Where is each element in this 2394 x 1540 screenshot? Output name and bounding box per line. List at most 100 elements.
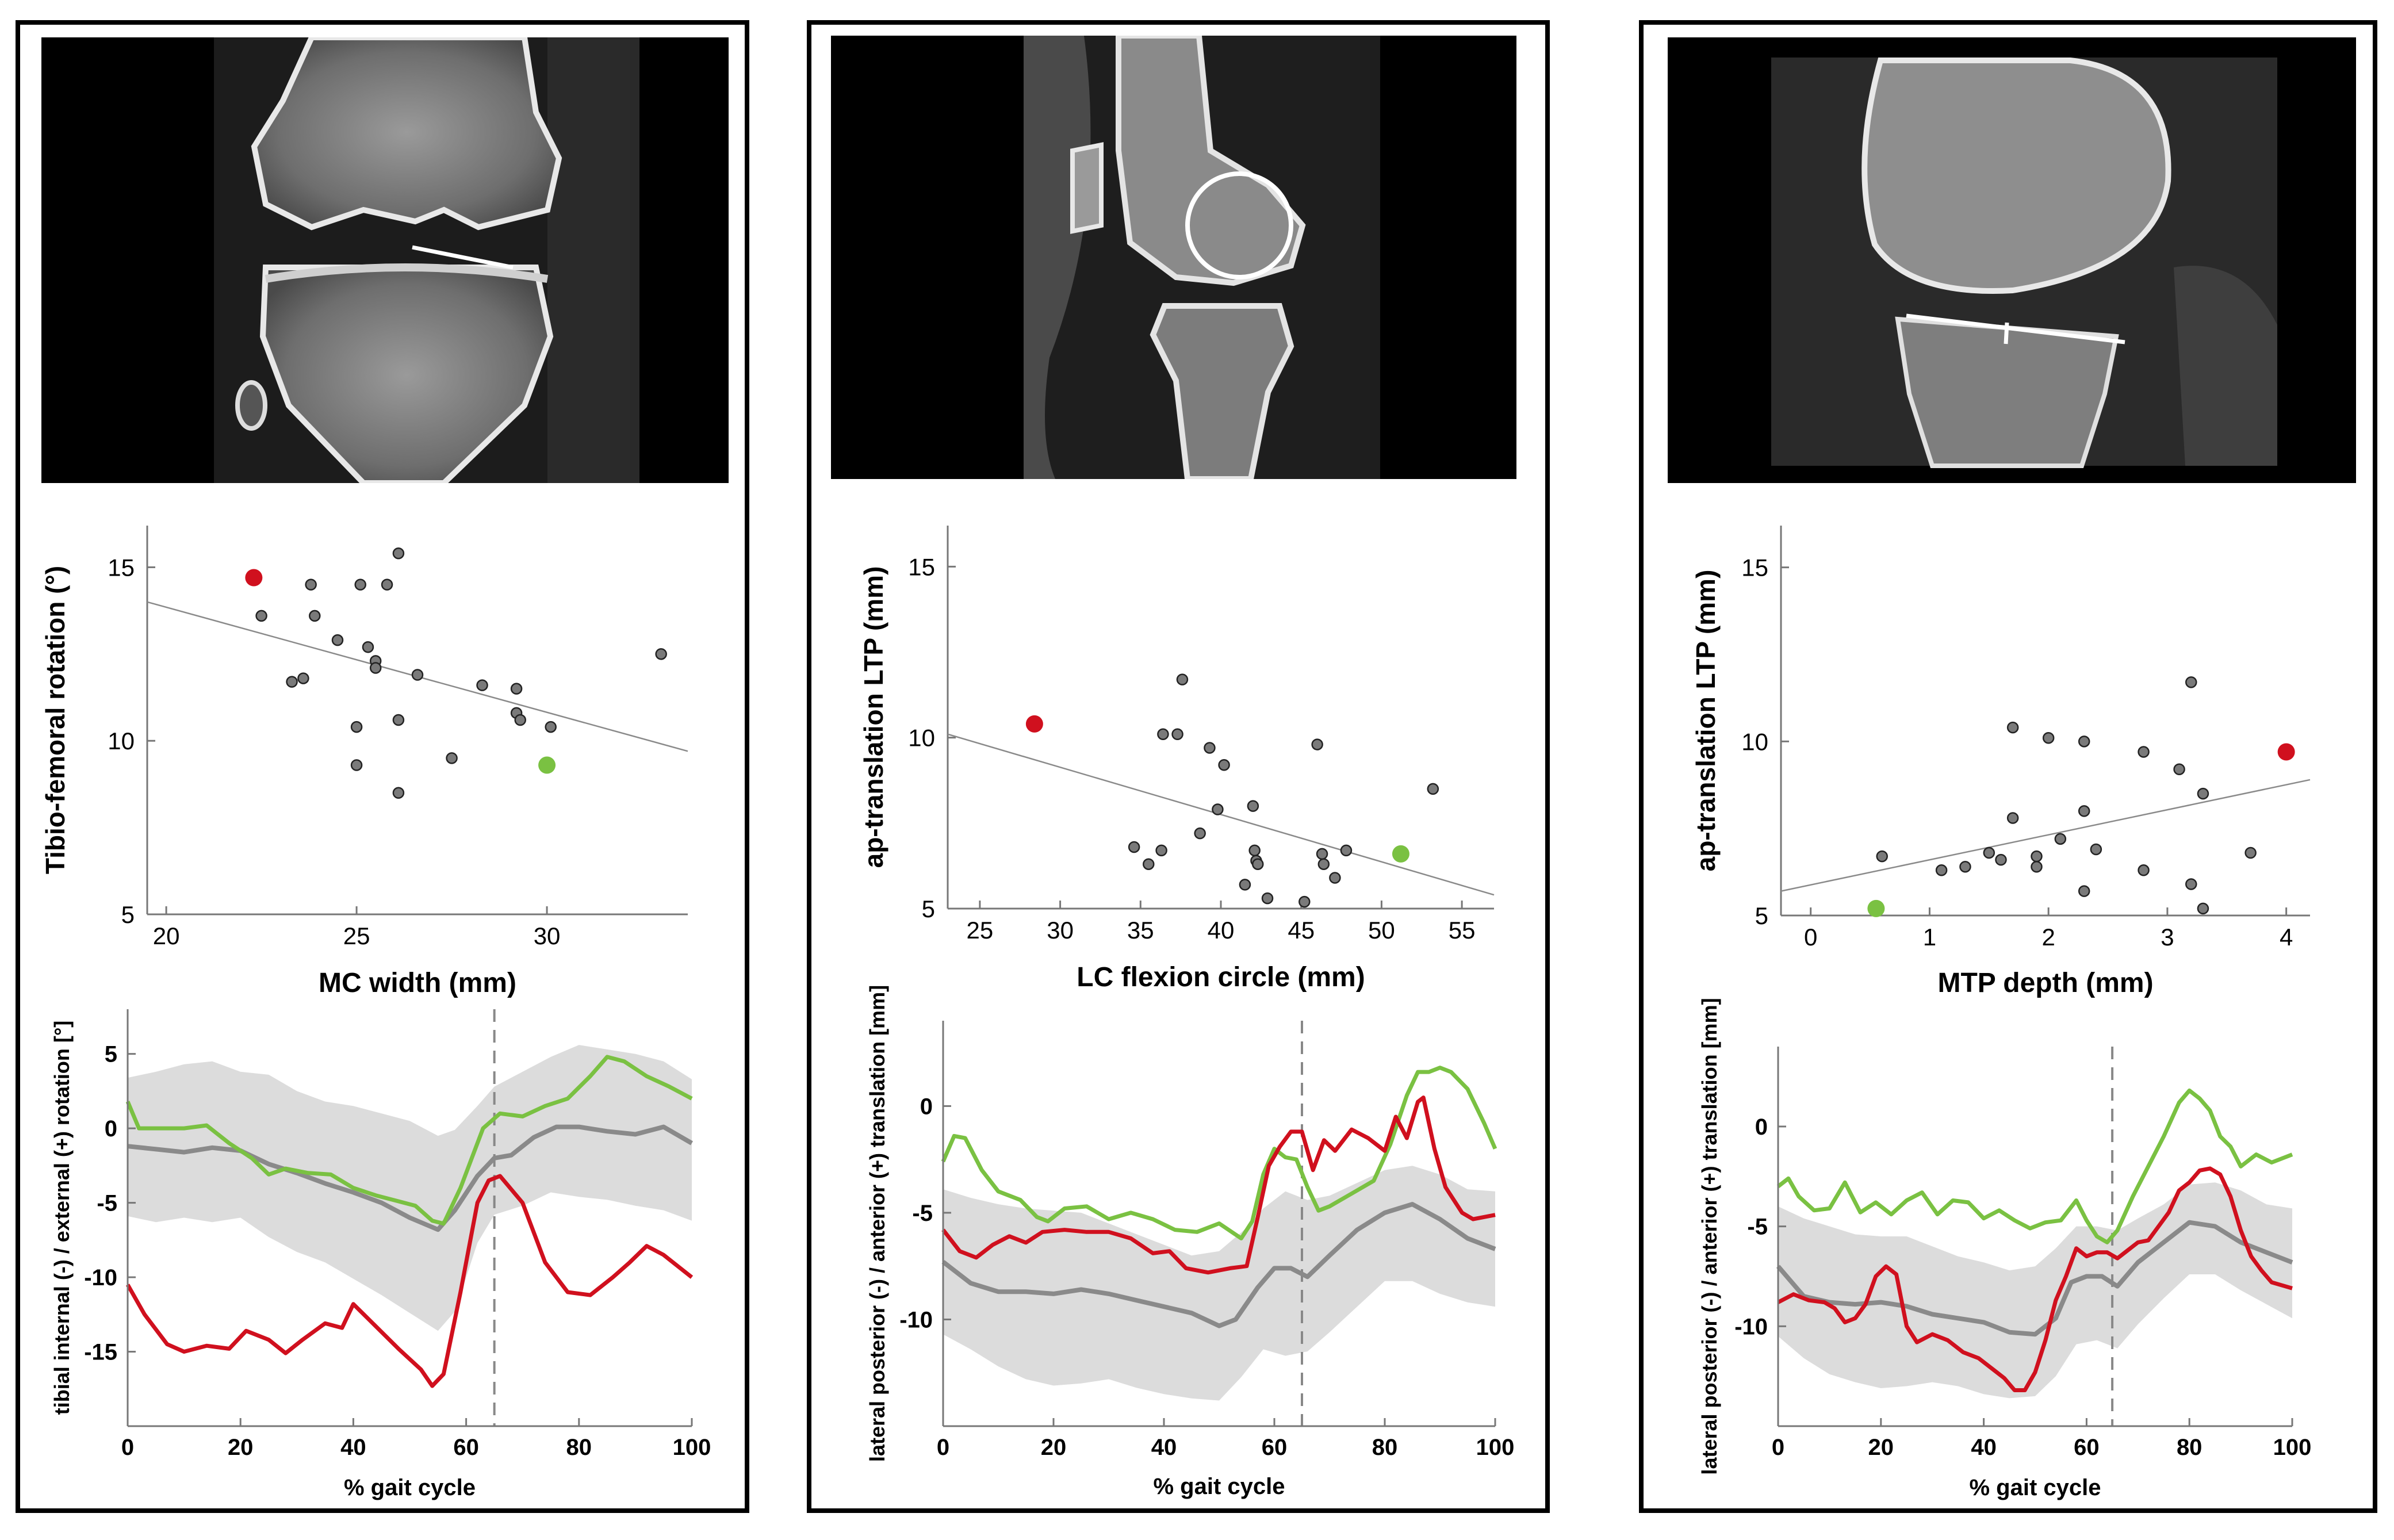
scatter-point [655,648,667,660]
scatter-x-tick-label: 3 [2161,924,2174,951]
gait-y-tick-label: -10 [1734,1314,1768,1339]
gait-x-label: % gait cycle [1153,1474,1285,1499]
scatter-point [1248,844,1261,857]
gait-x-tick-label: 40 [1151,1435,1177,1460]
scatter-point-red [2277,743,2295,761]
scatter-point [2197,787,2209,800]
scatter-x-tick-label: 40 [1208,917,1235,944]
gait-x-tick-label: 80 [1372,1435,1398,1460]
gait-y-tick-label: -5 [912,1201,933,1226]
scatter-y-tick-label: 15 [908,553,935,580]
scatter-x-label: MTP depth (mm) [1937,968,2153,998]
scatter-point [1298,895,1311,908]
gait-sd-band [943,1166,1495,1401]
gait-red-line [941,1095,1496,1275]
scatter-point [2054,833,2067,845]
gait-x-tick-label: 100 [673,1435,711,1460]
scatter-point [2031,850,2043,863]
scatter-x-label: MC width (mm) [319,968,516,998]
scatter-point-red [245,569,263,587]
scatter-point [286,676,298,688]
scatter-point [1427,783,1439,795]
scatter-point [350,759,363,771]
scatter-point [369,662,382,674]
scatter-point [2173,763,2185,775]
gait-x-tick-label: 40 [1971,1435,1997,1460]
scatter-x-tick-label: 2 [2041,924,2055,951]
scatter-point [1876,850,1888,863]
scatter-point [354,579,366,591]
gait-x-tick-label: 60 [2074,1435,2100,1460]
scatter-point [1239,879,1251,891]
mc-width-line [412,245,514,270]
gait-x-label: % gait cycle [1969,1475,2101,1500]
scatter-point [1340,844,1353,857]
scatter-point [392,714,405,726]
scatter-point [255,610,267,622]
scatter-point [2042,732,2055,744]
scatter-point [1171,728,1183,740]
scatter-point [2006,812,2019,824]
scatter-point [381,579,393,591]
scatter-y-tick-label: 15 [108,554,135,581]
scatter-x-label: LC flexion circle (mm) [1077,962,1365,993]
scatter-point [1128,841,1140,853]
scatter-point [2006,721,2019,734]
scatter-x-tick-label: 50 [1368,917,1395,944]
scatter-point [2078,885,2090,897]
gait-x-tick-label: 60 [1262,1435,1288,1460]
scatter-point-red [1025,715,1043,733]
scatter-x-tick-label: 0 [1804,924,1817,951]
scatter-point [1204,742,1216,754]
scatter-point [2197,902,2209,915]
scatter-y-label: ap-translation LTP (mm) [859,566,888,868]
scatter-y-tick-label: 10 [108,727,135,754]
scatter-point-green [1867,899,1885,917]
scatter-point [1317,858,1330,870]
scatter-point [1316,848,1328,860]
gait-y-tick-label: -5 [1747,1215,1768,1240]
scatter-y-tick-label: 15 [1741,554,1768,581]
ct-image-sagittal-lc [831,36,1516,479]
gait-x-tick-label: 20 [1041,1435,1067,1460]
scatter-y-label: Tibio-femoral rotation (°) [40,566,70,874]
scatter-point [476,679,488,691]
gait-y-tick-label: -15 [84,1340,117,1365]
lc-flexion-circle [1185,171,1293,279]
gait-y-label: lateral posterior (-) / anterior (+) tra… [1698,998,1721,1474]
scatter-point [514,714,526,726]
gait-x-tick-label: 0 [121,1435,134,1460]
mtp-depth-line [1906,313,2125,344]
gait-x-tick-label: 20 [1868,1435,1894,1460]
gait-y-tick-label: 5 [105,1042,117,1067]
gait-x-tick-label: 100 [1476,1435,1515,1460]
scatter-point [2138,864,2150,876]
scatter-x-tick-label: 55 [1449,917,1476,944]
gait-red-line [125,1174,694,1388]
scatter-y-tick-label: 10 [1741,728,1768,755]
gait-y-tick-label: 0 [105,1116,117,1141]
scatter-point [1176,673,1189,685]
scatter-point [392,787,405,799]
scatter-point [2078,805,2090,817]
scatter-x-tick-label: 1 [1923,924,1936,951]
gait-x-label: % gait cycle [344,1475,476,1500]
scatter-point [2138,746,2150,758]
gait-y-tick-label: 0 [1755,1114,1768,1140]
scatter-point [2244,846,2257,859]
scatter-x-tick-label: 25 [343,922,370,949]
gait-green-line [125,1055,693,1226]
scatter-point-green [1392,845,1409,863]
scatter-y-tick-label: 5 [121,901,135,928]
scatter-point [1935,864,1948,876]
scatter-point [446,752,458,764]
gait-green-line [1776,1088,2293,1244]
gait-x-tick-label: 0 [937,1435,949,1460]
gait-y-tick-label: -10 [899,1307,933,1332]
scatter-point [2031,861,2043,873]
gait-x-tick-label: 80 [2177,1435,2203,1460]
scatter-point [1157,728,1169,740]
scatter-point [2185,878,2197,890]
gait-x-tick-label: 80 [566,1435,592,1460]
